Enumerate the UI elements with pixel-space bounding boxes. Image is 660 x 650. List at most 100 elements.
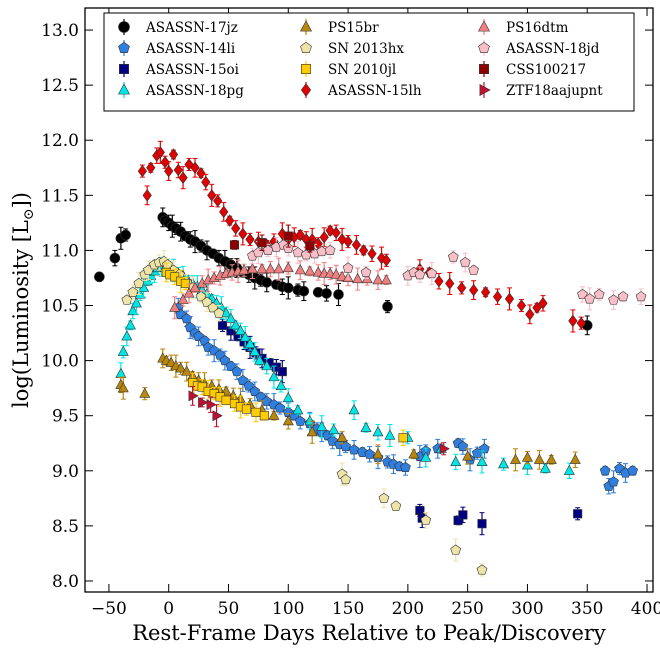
data-point bbox=[130, 297, 142, 308]
data-point bbox=[462, 450, 474, 461]
data-point bbox=[420, 514, 432, 525]
data-point bbox=[177, 293, 189, 305]
data-point bbox=[121, 294, 133, 305]
data-point bbox=[190, 161, 200, 175]
data-point bbox=[617, 291, 629, 302]
data-point bbox=[340, 473, 352, 485]
data-point bbox=[275, 379, 287, 390]
data-point bbox=[304, 265, 316, 276]
data-point bbox=[283, 231, 293, 241]
data-point bbox=[160, 156, 170, 169]
legend-marker bbox=[301, 64, 311, 74]
legend-item-sn-2013hx: SN 2013hx bbox=[300, 40, 404, 57]
data-point bbox=[316, 420, 328, 431]
data-point bbox=[343, 235, 353, 248]
legend-marker bbox=[479, 64, 489, 74]
points-layer bbox=[94, 140, 647, 577]
data-point bbox=[94, 271, 105, 283]
data-point bbox=[380, 274, 392, 285]
data-point bbox=[246, 263, 258, 274]
data-point bbox=[249, 385, 261, 397]
data-point bbox=[198, 396, 209, 408]
legend-marker bbox=[300, 41, 312, 53]
data-point bbox=[219, 205, 229, 219]
y-axis-label-prefix: log(Luminosity [L bbox=[9, 220, 33, 408]
data-point bbox=[251, 407, 261, 417]
data-point bbox=[164, 164, 174, 178]
legend-marker bbox=[117, 83, 131, 95]
data-point bbox=[420, 451, 432, 462]
y-tick-label: 10.0 bbox=[41, 352, 79, 372]
data-point bbox=[201, 296, 213, 307]
data-point bbox=[525, 308, 535, 321]
y-tick-label: 9.5 bbox=[52, 407, 79, 427]
data-point bbox=[254, 354, 266, 365]
data-point bbox=[378, 492, 390, 503]
legend-marker bbox=[477, 20, 491, 32]
legend-label: PS16dtm bbox=[506, 20, 569, 36]
data-point bbox=[180, 278, 190, 289]
data-point bbox=[577, 288, 588, 300]
x-axis-label: Rest-Frame Days Relative to Peak/Discove… bbox=[132, 621, 606, 645]
data-point bbox=[492, 290, 503, 303]
legend-item-ps15br: PS15br bbox=[299, 19, 379, 36]
legend-label: SN 2013hx bbox=[328, 41, 404, 57]
data-point bbox=[480, 286, 491, 299]
data-point bbox=[521, 459, 533, 470]
legend-label: SN 2010jl bbox=[328, 62, 396, 78]
x-tick-label: 400 bbox=[631, 599, 660, 619]
data-point bbox=[352, 272, 364, 284]
y-tick-label: 8.0 bbox=[52, 572, 79, 592]
data-point bbox=[282, 242, 294, 253]
data-point bbox=[372, 448, 384, 459]
data-point bbox=[400, 461, 411, 473]
data-point bbox=[221, 395, 231, 405]
legend-marker bbox=[478, 41, 490, 53]
x-tick-label: 250 bbox=[451, 599, 483, 619]
data-point bbox=[264, 263, 276, 274]
data-point bbox=[608, 294, 619, 305]
data-point bbox=[533, 453, 545, 464]
series-asassn-15lh bbox=[137, 140, 586, 333]
y-tick-label: 12.0 bbox=[41, 131, 79, 151]
data-point bbox=[134, 288, 146, 299]
data-point bbox=[576, 316, 586, 330]
data-point bbox=[282, 282, 294, 294]
series-css100217 bbox=[229, 224, 315, 253]
data-point bbox=[146, 161, 156, 175]
data-point bbox=[137, 164, 148, 178]
data-point bbox=[608, 476, 619, 487]
data-point bbox=[545, 453, 557, 464]
data-point bbox=[181, 365, 193, 376]
data-point bbox=[358, 244, 369, 257]
y-tick-label: 8.5 bbox=[52, 517, 79, 537]
data-point bbox=[294, 415, 306, 426]
data-point bbox=[504, 292, 515, 306]
x-tick-label: 50 bbox=[218, 599, 240, 619]
legend-label: ASASSN-17jz bbox=[145, 20, 238, 36]
data-point bbox=[234, 324, 246, 335]
legend-marker bbox=[119, 64, 129, 74]
data-point bbox=[292, 246, 304, 258]
legend-item-asassn-15oi: ASASSN-15oi bbox=[119, 61, 240, 78]
data-point bbox=[127, 286, 139, 297]
data-point bbox=[360, 421, 372, 432]
legend-box bbox=[103, 12, 635, 112]
legend: ASASSN-17jz ASASSN-14li ASASSN-15oi ASASSN-… bbox=[103, 12, 635, 112]
data-point bbox=[237, 374, 249, 385]
data-point bbox=[372, 426, 384, 437]
legend-item-asassn-14li: ASASSN-14li bbox=[118, 40, 236, 57]
legend-marker bbox=[299, 20, 313, 32]
data-point bbox=[238, 264, 250, 275]
data-point bbox=[168, 148, 179, 161]
data-point bbox=[274, 402, 286, 413]
data-point bbox=[382, 301, 393, 312]
legend-label: PS15br bbox=[328, 20, 379, 36]
legend-label: ASASSN-15lh bbox=[327, 83, 422, 99]
data-point bbox=[348, 444, 360, 455]
y-tick-label: 11.0 bbox=[41, 241, 79, 261]
legend-label: ASASSN-18jd bbox=[505, 41, 600, 57]
data-point bbox=[447, 251, 459, 262]
data-point bbox=[333, 289, 344, 300]
legend-marker bbox=[300, 83, 312, 97]
